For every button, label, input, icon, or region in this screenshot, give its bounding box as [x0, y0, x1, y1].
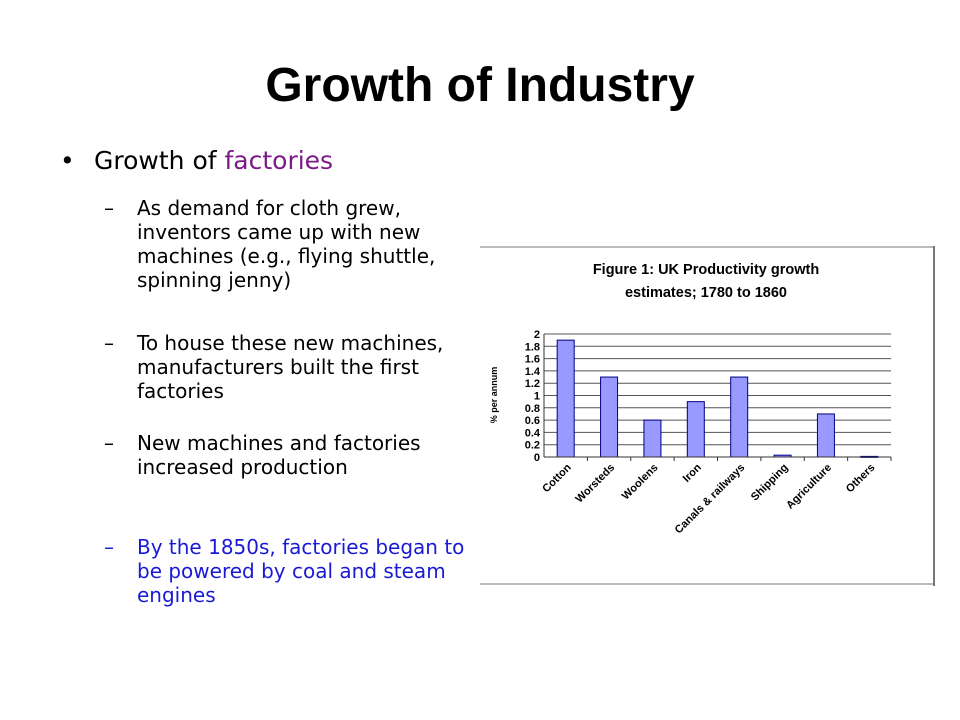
bar-worsteds	[600, 376, 619, 458]
bullet-dot-icon: •	[60, 146, 75, 175]
y-tick-label: 0.8	[525, 403, 540, 415]
main-bullet-text: Growth of factories	[94, 146, 333, 175]
dash-icon: –	[104, 331, 114, 355]
x-category-label: Iron	[681, 461, 704, 484]
bars	[556, 339, 879, 458]
sub-bullet-text: To house these new machines, manufacture…	[137, 331, 444, 403]
main-bullet-highlight: factories	[224, 146, 334, 175]
sub-bullet-text: New machines and factories increased pro…	[137, 431, 421, 479]
bar-woolens	[643, 419, 662, 458]
y-tick-label: 0.6	[525, 415, 540, 427]
x-category-label: Shipping	[749, 462, 791, 504]
dash-icon: –	[104, 431, 114, 455]
main-bullet-prefix: Growth of	[94, 146, 225, 175]
bar-canals-railways	[730, 376, 749, 458]
sub-bullet-text: By the 1850s, factories began to be powe…	[137, 535, 465, 607]
y-tick-label: 1.6	[525, 354, 540, 366]
slide-title: Growth of Industry	[265, 59, 695, 112]
x-category-label: Others	[844, 462, 878, 496]
y-tick-label: 2	[534, 329, 540, 341]
dash-icon: –	[104, 196, 114, 220]
bar-iron	[686, 401, 705, 458]
y-tick-label: 0	[534, 452, 540, 464]
chart-title-line-2: estimates; 1780 to 1860	[625, 285, 787, 301]
sub-bullet-text: As demand for cloth grew, inventors came…	[137, 196, 436, 292]
chart-svg: Figure 1: UK Productivity growth estimat…	[480, 246, 935, 586]
y-tick-label: 1.4	[525, 366, 541, 378]
bar-cotton	[556, 339, 575, 458]
y-tick-label: 0.4	[525, 427, 541, 439]
productivity-chart: Figure 1: UK Productivity growth estimat…	[480, 246, 936, 586]
y-tick-label: 1	[534, 391, 540, 403]
bar-agriculture	[816, 413, 835, 458]
chart-title-line-1: Figure 1: UK Productivity growth	[593, 262, 819, 278]
y-tick-label: 1.2	[525, 378, 540, 390]
x-category-label: Worsteds	[573, 462, 617, 506]
x-category-label: Agriculture	[784, 462, 834, 512]
y-tick-labels: 00.20.40.60.811.21.41.61.82	[525, 329, 541, 464]
gridlines	[544, 333, 891, 446]
y-tick-label: 0.2	[525, 440, 540, 452]
dash-icon: –	[104, 535, 114, 559]
x-category-label: Cotton	[540, 461, 574, 495]
x-category-label: Woolens	[620, 462, 661, 503]
y-tick-label: 1.8	[525, 341, 540, 353]
y-axis-label: % per annum	[489, 367, 499, 424]
